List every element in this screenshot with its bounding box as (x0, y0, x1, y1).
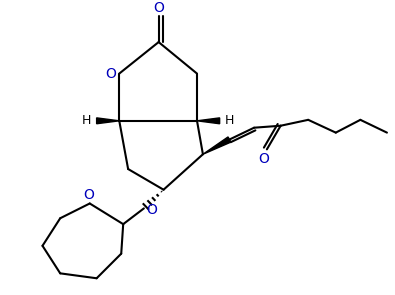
Text: O: O (153, 1, 164, 15)
Text: H: H (82, 114, 92, 127)
Text: O: O (105, 67, 116, 81)
Text: O: O (146, 203, 157, 217)
Polygon shape (203, 137, 231, 154)
Polygon shape (97, 118, 119, 124)
Polygon shape (197, 118, 220, 124)
Text: O: O (258, 152, 269, 166)
Text: O: O (83, 188, 94, 201)
Text: H: H (225, 114, 234, 127)
